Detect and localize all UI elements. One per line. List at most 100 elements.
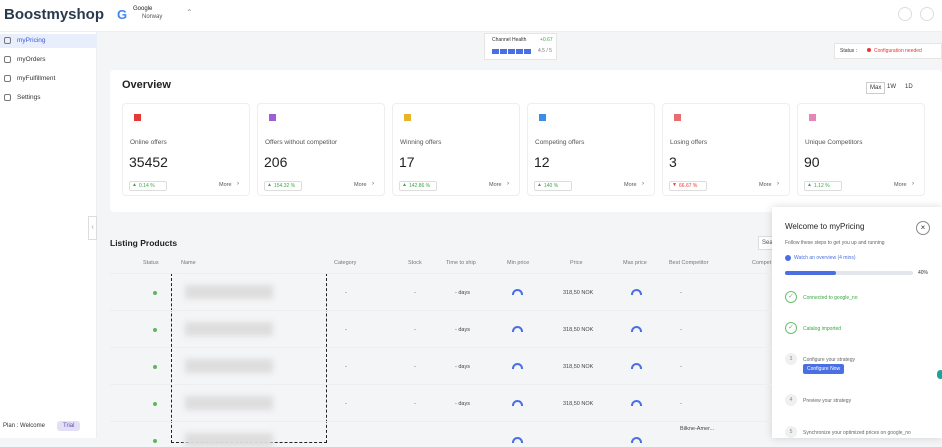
column-header: Max price: [623, 260, 647, 266]
step-number: 3: [785, 353, 797, 365]
health-score: 4.5 / 5: [538, 48, 552, 54]
column-header: Best Competitor: [669, 260, 709, 266]
trend-arrow: ▲: [132, 182, 137, 188]
nav-active: [0, 34, 97, 48]
more-link[interactable]: More: [219, 182, 232, 188]
status-label: Status :: [840, 48, 857, 54]
nav-icon: [4, 56, 11, 63]
card-icon: [535, 110, 550, 125]
card-change: 0.14 %: [139, 183, 155, 189]
more-link[interactable]: More: [489, 182, 502, 188]
configure-button[interactable]: Configure Now: [803, 364, 845, 374]
health-label: Channel Health: [492, 37, 527, 43]
change-badge: [264, 181, 302, 191]
step-number: 5: [785, 426, 797, 438]
expand[interactable]: [920, 7, 934, 21]
more-link[interactable]: More: [624, 182, 637, 188]
card-icon: [130, 110, 145, 125]
health-bar: [492, 49, 532, 54]
card-value: 206: [264, 154, 288, 170]
chevron[interactable]: ⌃: [186, 8, 193, 17]
cell-category: -: [345, 290, 347, 296]
nav-item[interactable]: myPricing: [17, 37, 46, 44]
welcome-title: Welcome to myPricing: [785, 222, 865, 231]
health-delta: +0.67: [540, 37, 553, 43]
more-chevron: ›: [372, 181, 374, 187]
change-badge: [669, 181, 707, 191]
nav-item[interactable]: myOrders: [17, 56, 46, 63]
play-icon[interactable]: [785, 255, 791, 261]
listing-title: Listing Products: [110, 238, 178, 248]
cell-best-competitor: -: [680, 290, 682, 296]
step-check: ✓: [785, 322, 797, 334]
card-label: Offers without competitor: [265, 139, 338, 146]
cell-stock: -: [414, 401, 416, 407]
column-header: Price: [570, 260, 583, 266]
column-header: Min price: [507, 260, 530, 266]
google-icon: G: [117, 7, 128, 22]
max-price-icon: [631, 289, 642, 295]
range-button[interactable]: 1W: [887, 84, 896, 90]
cell-category: -: [345, 327, 347, 333]
status-dot: [153, 402, 157, 406]
row-separator: [110, 347, 772, 348]
nav-icon: [4, 94, 11, 101]
card-icon: [265, 110, 280, 125]
card: [662, 103, 790, 196]
card-change: 66.67 %: [679, 183, 698, 189]
card-icon: [400, 110, 415, 125]
step-text: Catalog imported: [803, 326, 842, 332]
card-label: Unique Competitors: [805, 139, 863, 146]
step-check: ✓: [785, 291, 797, 303]
more-chevron: ›: [912, 181, 914, 187]
sidebar: [0, 32, 97, 438]
step-text: Preview your strategy: [803, 398, 852, 404]
more-link[interactable]: More: [894, 182, 907, 188]
column-header: Name: [181, 260, 196, 266]
more-link[interactable]: More: [759, 182, 772, 188]
bell[interactable]: [898, 7, 912, 21]
plan-badge[interactable]: Trial: [57, 421, 81, 431]
range-button[interactable]: Max: [866, 82, 886, 94]
card-value: 12: [534, 154, 550, 170]
top-bar: [0, 0, 942, 32]
more-chevron: ›: [507, 181, 509, 187]
nav-icon: [4, 37, 11, 44]
cell-time-to-ship: - days: [455, 364, 470, 370]
video-link[interactable]: Watch an overview (4 mins): [794, 255, 856, 261]
step-text: Synchronize your optimized prices on goo…: [803, 430, 911, 436]
column-header: Category: [334, 260, 357, 266]
more-link[interactable]: More: [354, 182, 367, 188]
name-blur: [185, 359, 273, 373]
cell-best-competitor: -: [680, 327, 682, 333]
trend-arrow: ▼: [672, 182, 677, 188]
row-separator: [110, 310, 772, 311]
name-blur: [185, 322, 273, 336]
step-text: Configure your strategy: [803, 357, 855, 363]
plan: Plan : Welcome: [3, 423, 45, 429]
logo[interactable]: Boostmyshop: [4, 6, 105, 23]
progress-track: [785, 271, 913, 275]
cell-time-to-ship: - days: [455, 401, 470, 407]
min-price-icon: [512, 289, 523, 295]
card-value: 90: [804, 154, 820, 170]
card-value: 17: [399, 154, 415, 170]
channel-name[interactable]: Google: [133, 6, 153, 12]
card-icon: [670, 110, 685, 125]
status-dot: [153, 328, 157, 332]
max-price-icon: [631, 326, 642, 332]
cell-time-to-ship: - days: [455, 290, 470, 296]
nav-item[interactable]: myFulfillment: [17, 75, 56, 82]
collapse[interactable]: ‹: [88, 216, 97, 240]
close[interactable]: ×: [916, 221, 930, 235]
cell-price: 318,50 NOK: [563, 290, 594, 296]
cell-stock: -: [414, 290, 416, 296]
range-button[interactable]: 1D: [905, 84, 913, 90]
nav-item[interactable]: Settings: [17, 94, 41, 101]
column-header: Stock: [408, 260, 422, 266]
step-text: Connected to google_no: [803, 295, 858, 301]
card-change: 1.12 %: [814, 183, 830, 189]
help[interactable]: [937, 370, 942, 379]
status-dot: [153, 365, 157, 369]
